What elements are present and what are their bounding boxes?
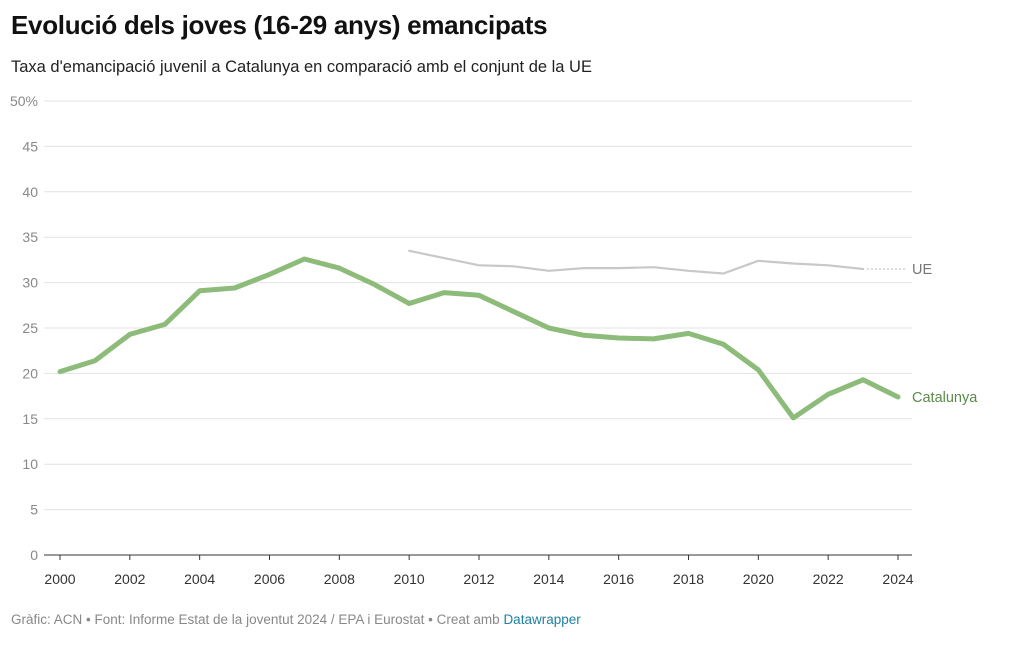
x-tick-label: 2004 xyxy=(184,571,215,587)
datawrapper-link[interactable]: Datawrapper xyxy=(503,612,581,627)
x-tick-label: 2002 xyxy=(114,571,145,587)
x-tick-label: 2022 xyxy=(813,571,844,587)
x-tick-label: 2012 xyxy=(463,571,494,587)
y-tick-label: 30 xyxy=(22,275,38,291)
grid-lines xyxy=(44,100,912,511)
y-tick-label: 25 xyxy=(22,320,38,336)
y-tick-label: 35 xyxy=(22,229,38,245)
x-tick-label: 2020 xyxy=(743,571,774,587)
series-line-ue xyxy=(408,249,865,275)
series-label-catalunya: Catalunya xyxy=(912,390,978,406)
x-tick-label: 2018 xyxy=(673,571,704,587)
x-tick-label: 2010 xyxy=(394,571,425,587)
y-tick-label: 45 xyxy=(22,138,38,154)
series-labels: UE Catalunya xyxy=(867,262,978,406)
chart-subtitle: Taxa d'emancipació juvenil a Catalunya e… xyxy=(11,58,592,76)
y-tick-label: 10 xyxy=(22,456,38,472)
y-tick-label: 5 xyxy=(30,502,38,518)
series-line-catalunya xyxy=(57,256,901,421)
y-tick-label: 0 xyxy=(30,547,38,563)
chart-title: Evolució dels joves (16-29 anys) emancip… xyxy=(11,10,548,40)
series-label-ue: UE xyxy=(912,262,932,278)
y-tick-label: 20 xyxy=(22,365,38,381)
x-tick-label: 2024 xyxy=(882,571,913,587)
x-tick-label: 2000 xyxy=(44,571,75,587)
y-tick-label: 15 xyxy=(22,411,38,427)
y-tick-label: 50% xyxy=(10,93,38,109)
x-tick-label: 2008 xyxy=(324,571,355,587)
footer-source: Gràfic: ACN • Font: Informe Estat de la … xyxy=(11,612,504,627)
y-tick-label: 40 xyxy=(22,184,38,200)
chart-footer: Gràfic: ACN • Font: Informe Estat de la … xyxy=(11,612,581,627)
x-axis: 2000 2002 2004 2006 2008 2010 2012 2014 2016 2018… xyxy=(44,554,914,587)
x-tick-label: 2014 xyxy=(533,571,564,587)
x-tick-label: 2016 xyxy=(603,571,634,587)
x-tick-label: 2006 xyxy=(254,571,285,587)
y-axis: 0 5 10 15 20 25 30 35 40 45 50% xyxy=(10,93,38,563)
series-group xyxy=(57,249,901,421)
